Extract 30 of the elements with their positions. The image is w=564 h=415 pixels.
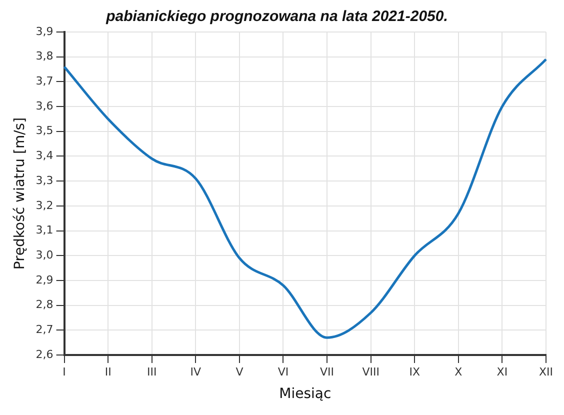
y-tick-label: 3,3 — [36, 174, 54, 187]
y-tick-label: 2,9 — [36, 273, 54, 286]
y-tick-label: 3,4 — [36, 149, 54, 162]
y-tick-label: 3,0 — [36, 248, 54, 262]
y-tick-label: 2,7 — [36, 323, 54, 336]
x-tick-label: IX — [409, 365, 420, 378]
x-tick-label: V — [236, 365, 244, 378]
x-tick-label: XII — [538, 365, 554, 378]
y-tick-label: 3,6 — [36, 99, 54, 112]
x-axis-title: Miesiąc — [279, 386, 332, 402]
y-tick-label: 2,6 — [36, 348, 54, 361]
line-series — [63, 58, 548, 339]
x-tick-label: IV — [190, 365, 202, 378]
y-tick-label: 3,9 — [36, 24, 54, 38]
y-axis-title: Prędkość wiatru [m/s] — [12, 117, 28, 270]
x-tick-label: X — [454, 365, 463, 378]
x-tick-label: I — [62, 365, 66, 378]
x-tick-label: XI — [496, 365, 508, 378]
chart-title: pabianickiego prognozowana na lata 2021-2050. — [105, 8, 448, 26]
x-tick-label: VIII — [362, 365, 380, 378]
y-tick-label: 3,7 — [36, 74, 54, 88]
x-tick-label: II — [104, 365, 112, 378]
x-tick-label: III — [147, 365, 157, 378]
y-tick-label: 2,8 — [36, 298, 54, 312]
x-tick-label: VI — [278, 365, 289, 378]
y-tick-label: 3,5 — [36, 124, 54, 138]
y-tick-label: 3,2 — [36, 198, 54, 212]
x-tick-label: VII — [320, 365, 334, 378]
y-tick-label: 3,8 — [36, 50, 54, 63]
y-tick-label: 3,1 — [36, 224, 54, 237]
